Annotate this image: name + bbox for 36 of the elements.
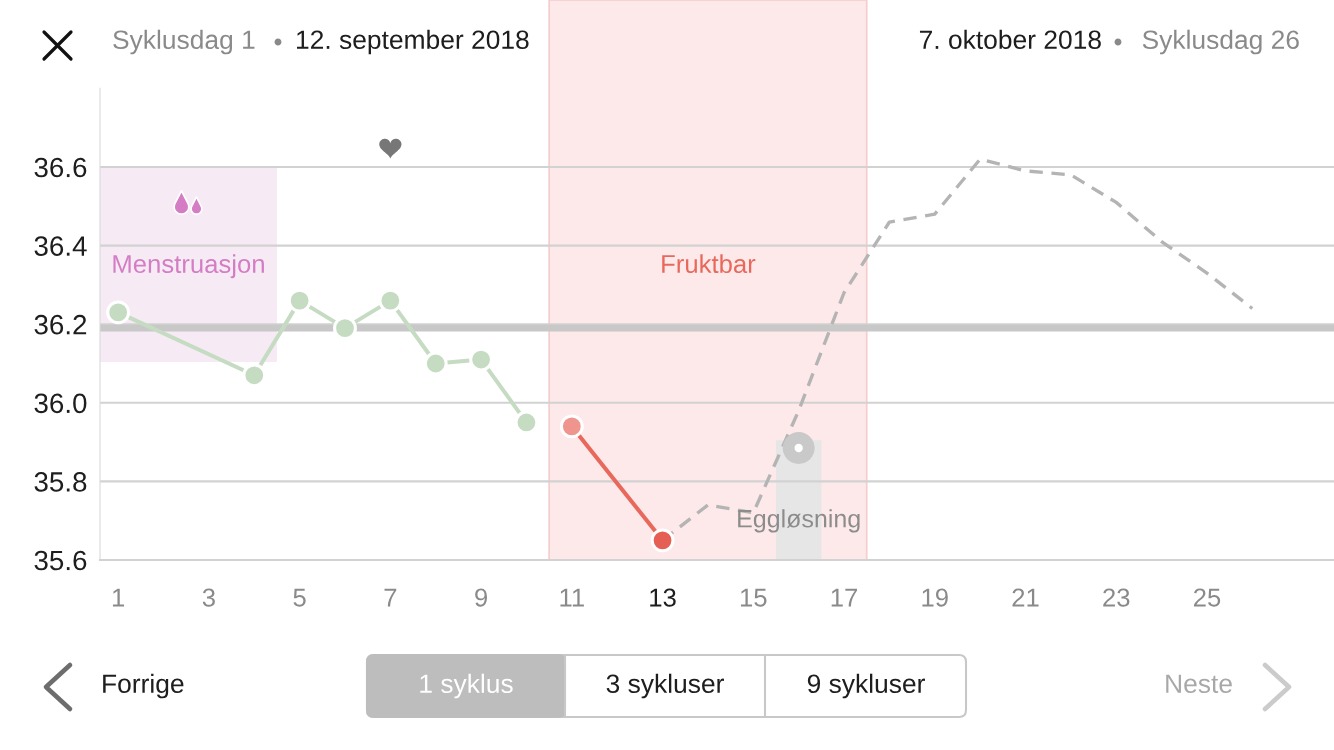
- x-tick-label: 9: [475, 588, 488, 607]
- x-tick-label: 23: [1103, 588, 1130, 607]
- x-tick-label: 19: [922, 588, 948, 607]
- point: [287, 288, 312, 313]
- x-tick-label: 3: [202, 588, 215, 607]
- y-tick-label: 35.6: [34, 550, 87, 571]
- text: Syklusdag 26: [1142, 29, 1299, 55]
- x-tick-label: 21: [1012, 588, 1039, 607]
- band-label: Fruktbar: [662, 254, 756, 274]
- y-tick-label: 36.2: [34, 314, 87, 335]
- text: 7. oktober 2018: [919, 29, 1101, 50]
- y-tick-label: 36.4: [34, 236, 87, 256]
- point: [423, 351, 448, 376]
- text: 9 sykluser: [807, 673, 925, 699]
- y-tick-label: 36.6: [34, 157, 87, 178]
- point: [106, 300, 131, 325]
- x-tick-label: 13: [650, 588, 676, 607]
- x-tick-label: 25: [1193, 588, 1221, 607]
- y-tick-label: 35.8: [34, 472, 87, 492]
- text: Forrige: [103, 673, 184, 699]
- x-tick-label: 1: [112, 588, 125, 607]
- text: Syklusdag 1: [113, 29, 255, 55]
- x-tick-label: 17: [831, 588, 858, 607]
- point: [514, 410, 539, 435]
- text: 12. september 2018: [297, 29, 529, 55]
- x-tick-label: 11: [560, 588, 584, 607]
- y-tick-label: 36.0: [34, 393, 87, 414]
- x-tick-label: 5: [293, 588, 306, 607]
- text: Neste: [1166, 674, 1232, 694]
- x-tick-label: 15: [740, 588, 767, 607]
- x-tick-label: 7: [384, 588, 397, 607]
- band-label: Menstruasjon: [113, 254, 264, 279]
- text: 1 syklus: [420, 673, 513, 699]
- point: [378, 288, 403, 313]
- band-label: Eggløsning: [738, 509, 860, 533]
- text: 3 sykluser: [606, 673, 724, 699]
